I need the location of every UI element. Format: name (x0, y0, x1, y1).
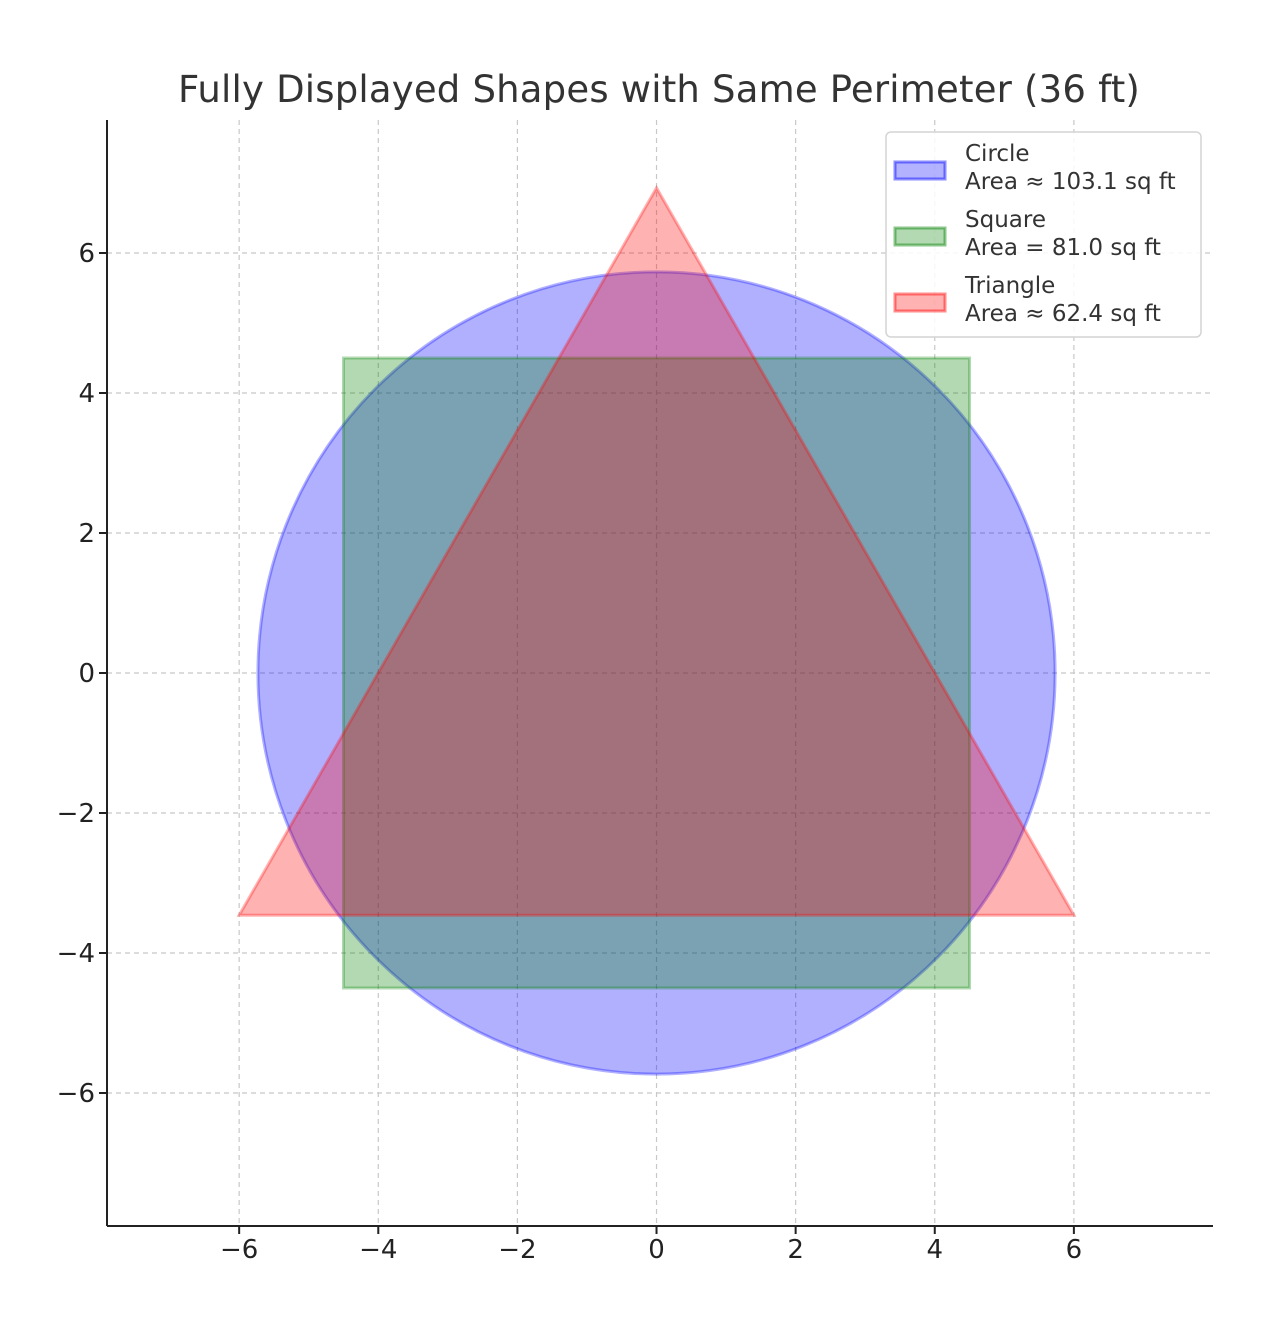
x-tick-label: 6 (1066, 1235, 1083, 1265)
x-tick-label: −6 (220, 1235, 258, 1265)
y-tick-label: −2 (57, 799, 95, 829)
x-tick-label: 0 (648, 1235, 665, 1265)
x-tick-label: −2 (498, 1235, 536, 1265)
legend-swatch-square (893, 226, 947, 247)
legend-swatch-triangle (893, 292, 947, 313)
x-tick-label: −4 (359, 1235, 397, 1265)
x-tick-label: 4 (926, 1235, 943, 1265)
legend-label-circle: Circle (965, 141, 1030, 167)
shapes (236, 184, 1077, 1076)
axes: −6 −4 −2 0 2 4 6 −6 −4 −2 0 2 4 6 (57, 120, 1213, 1265)
chart-title: Fully Displayed Shapes with Same Perimet… (177, 68, 1141, 111)
y-tick-label: −6 (57, 1079, 95, 1109)
y-tick-label: 6 (78, 239, 95, 269)
square-shape (342, 356, 972, 990)
legend-label-triangle: Triangle (964, 273, 1055, 299)
triangle-shape (236, 184, 1077, 917)
circle-shape (256, 270, 1057, 1076)
legend-label-square: Square (965, 207, 1046, 233)
legend-swatch-circle (893, 160, 947, 181)
y-tick-label: −4 (57, 939, 95, 969)
legend-area-square: Area = 81.0 sq ft (965, 235, 1161, 261)
legend-area-circle: Area ≈ 103.1 sq ft (965, 169, 1176, 195)
x-tick-label: 2 (787, 1235, 804, 1265)
legend-box (885, 131, 1202, 338)
y-tick-label: 0 (78, 659, 95, 689)
y-tick-label: 2 (78, 519, 95, 549)
legend-area-triangle: Area ≈ 62.4 sq ft (965, 301, 1161, 327)
y-tick-label: 4 (78, 379, 95, 409)
grid (107, 120, 1213, 1226)
